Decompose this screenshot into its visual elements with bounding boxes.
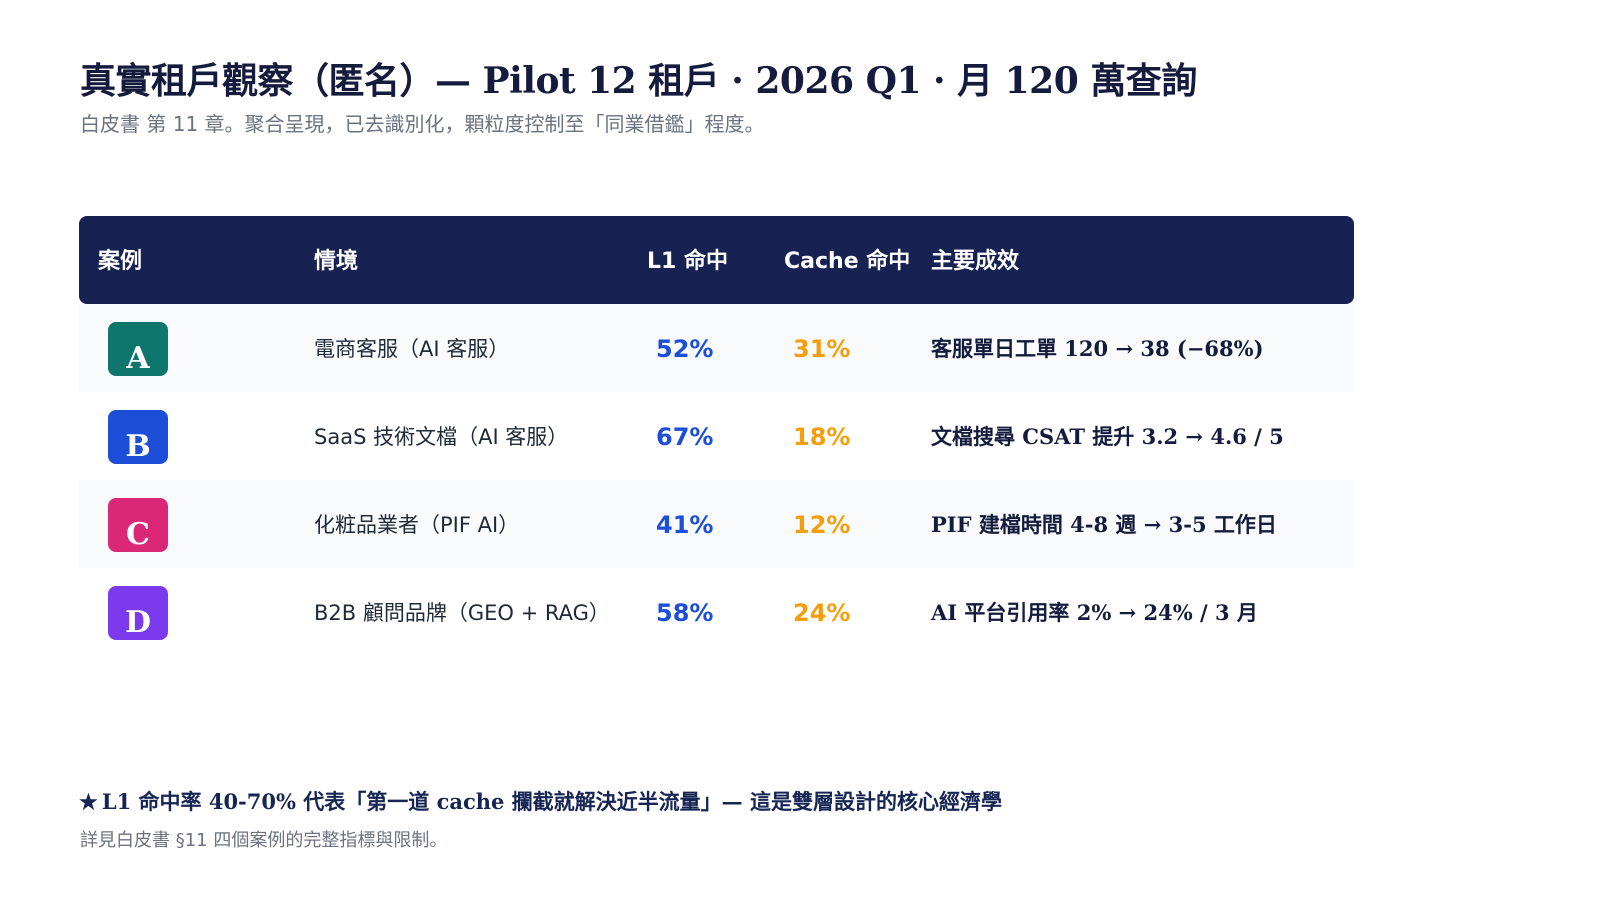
cache-hit-cell: 31% — [793, 335, 851, 363]
case-table: 案例 情境 L1 命中 Cache 命中 主要成效 A 電商客服（AI 客服） … — [79, 216, 1354, 656]
table-row: D B2B 顧問品牌（GEO + RAG） 58% 24% AI 平台引用率 2… — [79, 568, 1354, 656]
column-header-l1-hit: L1 命中 — [647, 249, 728, 274]
case-badge: C — [108, 498, 168, 552]
scenario-cell: 化粧品業者（PIF AI） — [314, 513, 520, 537]
table-row: A 電商客服（AI 客服） 52% 31% 客服單日工單 120 → 38 (−… — [79, 304, 1354, 392]
cache-hit-cell: 18% — [793, 423, 851, 451]
scenario-cell: SaaS 技術文檔（AI 客服） — [314, 425, 569, 449]
result-cell: 客服單日工單 120 → 38 (−68%) — [931, 336, 1264, 361]
result-cell: 文檔搜尋 CSAT 提升 3.2 → 4.6 / 5 — [931, 424, 1284, 449]
table-header: 案例 情境 L1 命中 Cache 命中 主要成效 — [79, 216, 1354, 304]
cache-hit-cell: 24% — [793, 599, 851, 627]
scenario-cell: B2B 顧問品牌（GEO + RAG） — [314, 601, 610, 625]
l1-hit-cell: 58% — [656, 599, 714, 627]
page-title: 真實租戶觀察（匿名）— Pilot 12 租戶 · 2026 Q1 · 月 12… — [80, 60, 1197, 102]
cache-hit-cell: 12% — [793, 511, 851, 539]
star-icon: ★ — [79, 789, 98, 814]
table-row: B SaaS 技術文檔（AI 客服） 67% 18% 文檔搜尋 CSAT 提升 … — [79, 392, 1354, 480]
case-badge: B — [108, 410, 168, 464]
column-header-scenario: 情境 — [314, 249, 359, 274]
footnote: 詳見白皮書 §11 四個案例的完整指標與限制。 — [80, 830, 448, 851]
result-cell: AI 平台引用率 2% → 24% / 3 月 — [931, 600, 1258, 625]
case-badge: D — [108, 586, 168, 640]
column-header-cache-hit: Cache 命中 — [784, 249, 911, 274]
case-badge: A — [108, 322, 168, 376]
key-insight-text: L1 命中率 40-70% 代表「第一道 cache 攔截就解決近半流量」— 這… — [101, 789, 1002, 814]
l1-hit-cell: 41% — [656, 511, 714, 539]
l1-hit-cell: 52% — [656, 335, 714, 363]
page-subtitle: 白皮書 第 11 章。聚合呈現，已去識別化，顆粒度控制至「同業借鑑」程度。 — [80, 112, 765, 136]
column-header-case: 案例 — [98, 249, 143, 274]
key-insight-note: ★ L1 命中率 40-70% 代表「第一道 cache 攔截就解決近半流量」— … — [79, 786, 1002, 816]
scenario-cell: 電商客服（AI 客服） — [314, 337, 510, 361]
result-cell: PIF 建檔時間 4-8 週 → 3-5 工作日 — [931, 512, 1277, 537]
column-header-result: 主要成效 — [931, 249, 1020, 274]
l1-hit-cell: 67% — [656, 423, 714, 451]
table-row: C 化粧品業者（PIF AI） 41% 12% PIF 建檔時間 4-8 週 →… — [79, 480, 1354, 568]
